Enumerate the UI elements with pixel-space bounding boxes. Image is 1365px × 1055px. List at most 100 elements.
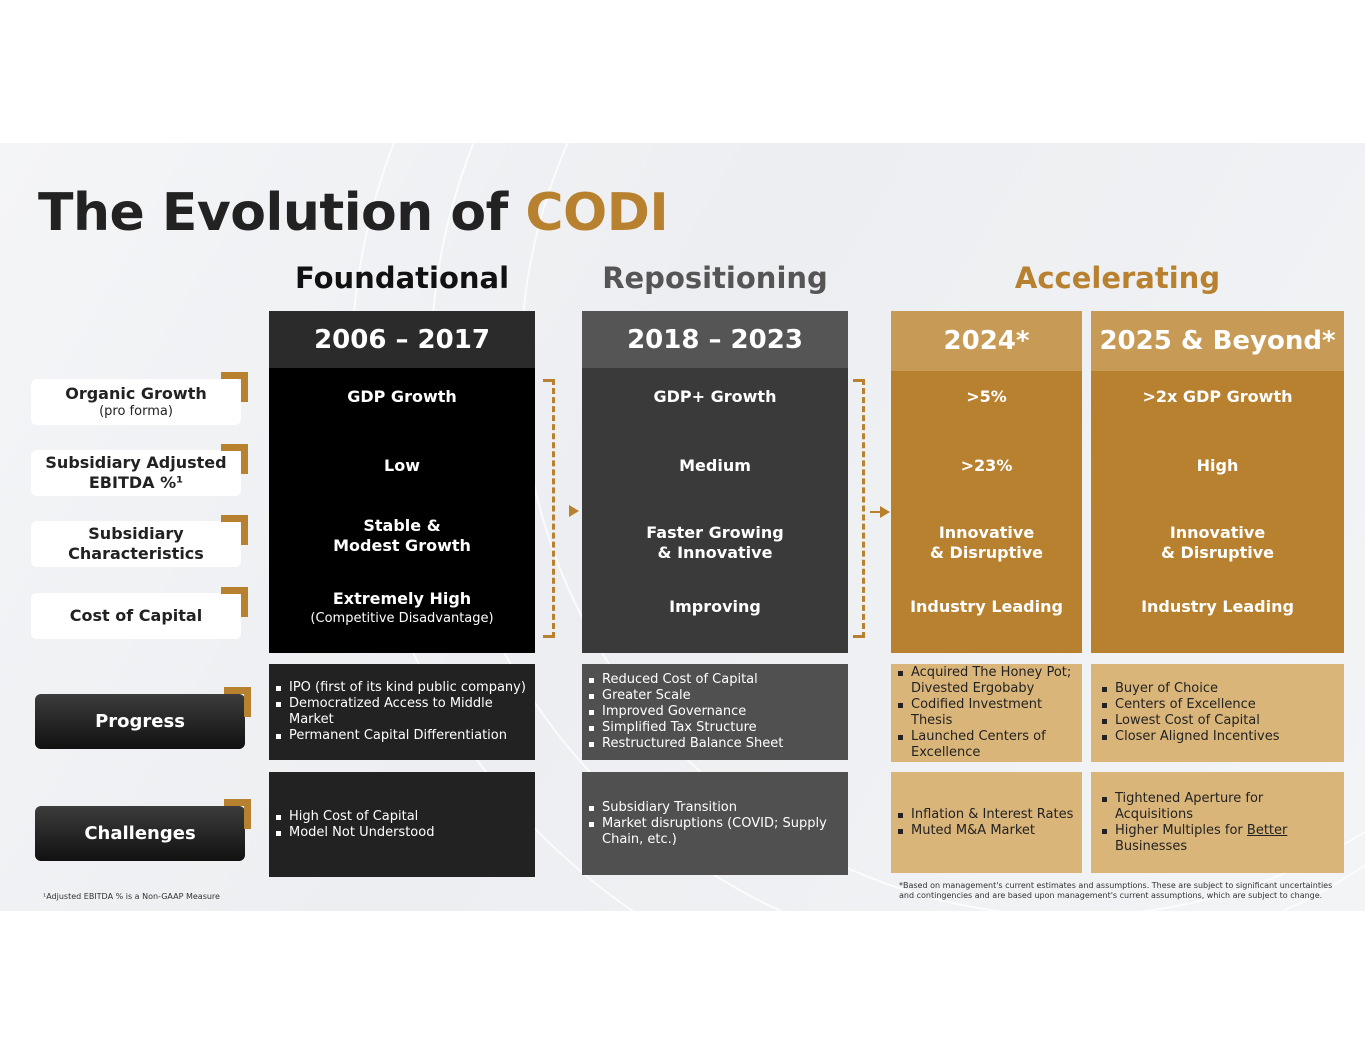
list-item-underlined: Better	[1246, 822, 1288, 838]
row-label-organic-sub: (pro forma)	[99, 404, 173, 419]
title-accent: CODI	[525, 183, 669, 243]
list-item: Market disruptions (COVID; Supply Chain,…	[588, 816, 842, 848]
page-title: The Evolution of CODI	[38, 183, 669, 243]
slide: The Evolution of CODI Foundational Repos…	[0, 143, 1365, 911]
list-item: Centers of Excellence	[1101, 697, 1280, 713]
bracket-corner-icon	[224, 687, 251, 717]
row-label-characteristics: Subsidiary Characteristics	[31, 521, 241, 567]
challenges-box-2018-2023: Subsidiary Transition Market disruptions…	[582, 772, 848, 875]
cell-characteristics-line2: & Disruptive	[1161, 543, 1274, 562]
arrow-right-icon	[880, 506, 890, 518]
list-item: High Cost of Capital	[275, 809, 434, 825]
row-label-ebitda-text: Subsidiary Adjusted EBITDA %¹	[45, 453, 227, 492]
list-item-text: Businesses	[1115, 838, 1188, 854]
list-item: Buyer of Choice	[1101, 681, 1280, 697]
cell-ebitda: High	[1196, 456, 1239, 475]
list-item: Model Not Understood	[275, 825, 434, 841]
cell-ebitda: Low	[384, 456, 420, 475]
cell-characteristics-line1: Innovative	[938, 523, 1035, 542]
column-body-2024: >5% >23% Innovative & Disruptive Industr…	[891, 371, 1082, 653]
cell-characteristics-line2: & Innovative	[657, 543, 773, 562]
list-item: Codified Investment Thesis	[897, 697, 1076, 729]
row-label-organic-growth: Organic Growth (pro forma)	[31, 379, 241, 425]
bracket-corner-icon	[221, 587, 248, 617]
cell-characteristics: Innovative & Disruptive	[891, 523, 1082, 563]
cell-characteristics: Stable & Modest Growth	[269, 516, 535, 556]
cell-characteristics-line2: Modest Growth	[333, 536, 471, 555]
list-item: Permanent Capital Differentiation	[275, 728, 529, 744]
challenges-box-2024: Inflation & Interest Rates Muted M&A Mar…	[891, 772, 1082, 873]
footnote-right: *Based on management's current estimates…	[899, 881, 1333, 900]
list-item: Restructured Balance Sheet	[588, 736, 783, 752]
bracket-corner-icon	[221, 515, 248, 545]
cell-ebitda: Medium	[679, 456, 751, 475]
list-item: Reduced Cost of Capital	[588, 672, 783, 688]
list-item: Greater Scale	[588, 688, 783, 704]
cell-organic-growth: >2x GDP Growth	[1142, 387, 1293, 406]
cell-characteristics-line1: Faster Growing	[646, 523, 784, 542]
list-item: Improved Governance	[588, 704, 783, 720]
progress-label: Progress	[35, 694, 245, 749]
challenges-list: Inflation & Interest Rates Muted M&A Mar…	[897, 807, 1073, 839]
progress-list: Buyer of Choice Centers of Excellence Lo…	[1101, 681, 1280, 745]
list-item: IPO (first of its kind public company)	[275, 680, 529, 696]
cell-cost-of-capital: Improving	[669, 597, 761, 616]
list-item-text: Higher Multiples for	[1115, 822, 1247, 838]
list-item: Simplified Tax Structure	[588, 720, 783, 736]
cell-characteristics-line1: Stable &	[363, 516, 441, 535]
list-item: Democratized Access to Middle Market	[275, 696, 529, 728]
phase-accelerating: Accelerating	[1014, 261, 1221, 295]
column-header-2006-2017: 2006 – 2017	[269, 311, 535, 368]
cell-cost-of-capital: Industry Leading	[1141, 597, 1294, 616]
arrow-shaft-icon	[870, 511, 880, 513]
list-item: Launched Centers of Excellence	[897, 729, 1076, 761]
bracket-corner-icon	[221, 444, 248, 474]
bracket-corner-icon	[224, 799, 251, 829]
cell-characteristics: Innovative & Disruptive	[1091, 523, 1344, 563]
row-label-ebitda: Subsidiary Adjusted EBITDA %¹	[31, 450, 241, 496]
list-item: Inflation & Interest Rates	[897, 807, 1073, 823]
progress-list: Acquired The Honey Pot; Divested Ergobab…	[897, 665, 1076, 761]
bracket-corner-icon	[221, 372, 248, 402]
row-label-organic-text: Organic Growth	[65, 384, 207, 403]
arrow-right-icon	[569, 505, 579, 517]
progress-box-2018-2023: Reduced Cost of Capital Greater Scale Im…	[582, 664, 848, 760]
list-item: Muted M&A Market	[897, 823, 1073, 839]
cell-ebitda: >23%	[960, 456, 1013, 475]
list-item: Lowest Cost of Capital	[1101, 713, 1280, 729]
cell-cost-text: Extremely High	[332, 589, 472, 608]
cell-characteristics: Faster Growing & Innovative	[582, 523, 848, 563]
challenges-box-2006-2017: High Cost of Capital Model Not Understoo…	[269, 772, 535, 877]
row-label-characteristics-text: Subsidiary Characteristics	[68, 524, 204, 563]
footnote-left: ¹Adjusted EBITDA % is a Non-GAAP Measure	[43, 892, 220, 901]
challenges-box-2025-beyond: Tightened Aperture for Acquisitions High…	[1091, 772, 1344, 873]
cell-cost-of-capital: Extremely High (Competitive Disadvantage…	[269, 589, 535, 629]
cell-characteristics-line1: Innovative	[1169, 523, 1266, 542]
cell-organic-growth: >5%	[966, 387, 1007, 406]
progress-list: IPO (first of its kind public company) D…	[275, 680, 529, 744]
cell-cost-sub: (Competitive Disadvantage)	[310, 611, 494, 626]
column-header-2025-beyond: 2025 & Beyond*	[1091, 311, 1344, 371]
progress-box-2025-beyond: Buyer of Choice Centers of Excellence Lo…	[1091, 664, 1344, 762]
challenges-list: Subsidiary Transition Market disruptions…	[588, 800, 842, 848]
list-item: Tightened Aperture for Acquisitions	[1101, 791, 1338, 823]
dashed-bracket-icon	[853, 379, 865, 638]
row-label-cost-text: Cost of Capital	[69, 606, 203, 625]
title-text: The Evolution of	[38, 183, 526, 243]
challenges-list: High Cost of Capital Model Not Understoo…	[275, 809, 434, 841]
dashed-bracket-icon	[543, 379, 555, 638]
cell-cost-of-capital: Industry Leading	[910, 597, 1063, 616]
list-item: Higher Multiples for Better Businesses	[1101, 823, 1338, 855]
cell-organic-growth: GDP+ Growth	[653, 387, 777, 406]
phase-repositioning: Repositioning	[602, 261, 828, 295]
column-body-2025-beyond: >2x GDP Growth High Innovative & Disrupt…	[1091, 371, 1344, 653]
challenges-label: Challenges	[35, 806, 245, 861]
challenges-list: Tightened Aperture for Acquisitions High…	[1101, 791, 1338, 855]
progress-list: Reduced Cost of Capital Greater Scale Im…	[588, 672, 783, 752]
list-item: Subsidiary Transition	[588, 800, 842, 816]
column-header-2018-2023: 2018 – 2023	[582, 311, 848, 368]
column-body-2018-2023: GDP+ Growth Medium Faster Growing & Inno…	[582, 368, 848, 653]
progress-box-2006-2017: IPO (first of its kind public company) D…	[269, 664, 535, 760]
cell-organic-growth: GDP Growth	[347, 387, 457, 406]
column-header-2024: 2024*	[891, 311, 1082, 371]
